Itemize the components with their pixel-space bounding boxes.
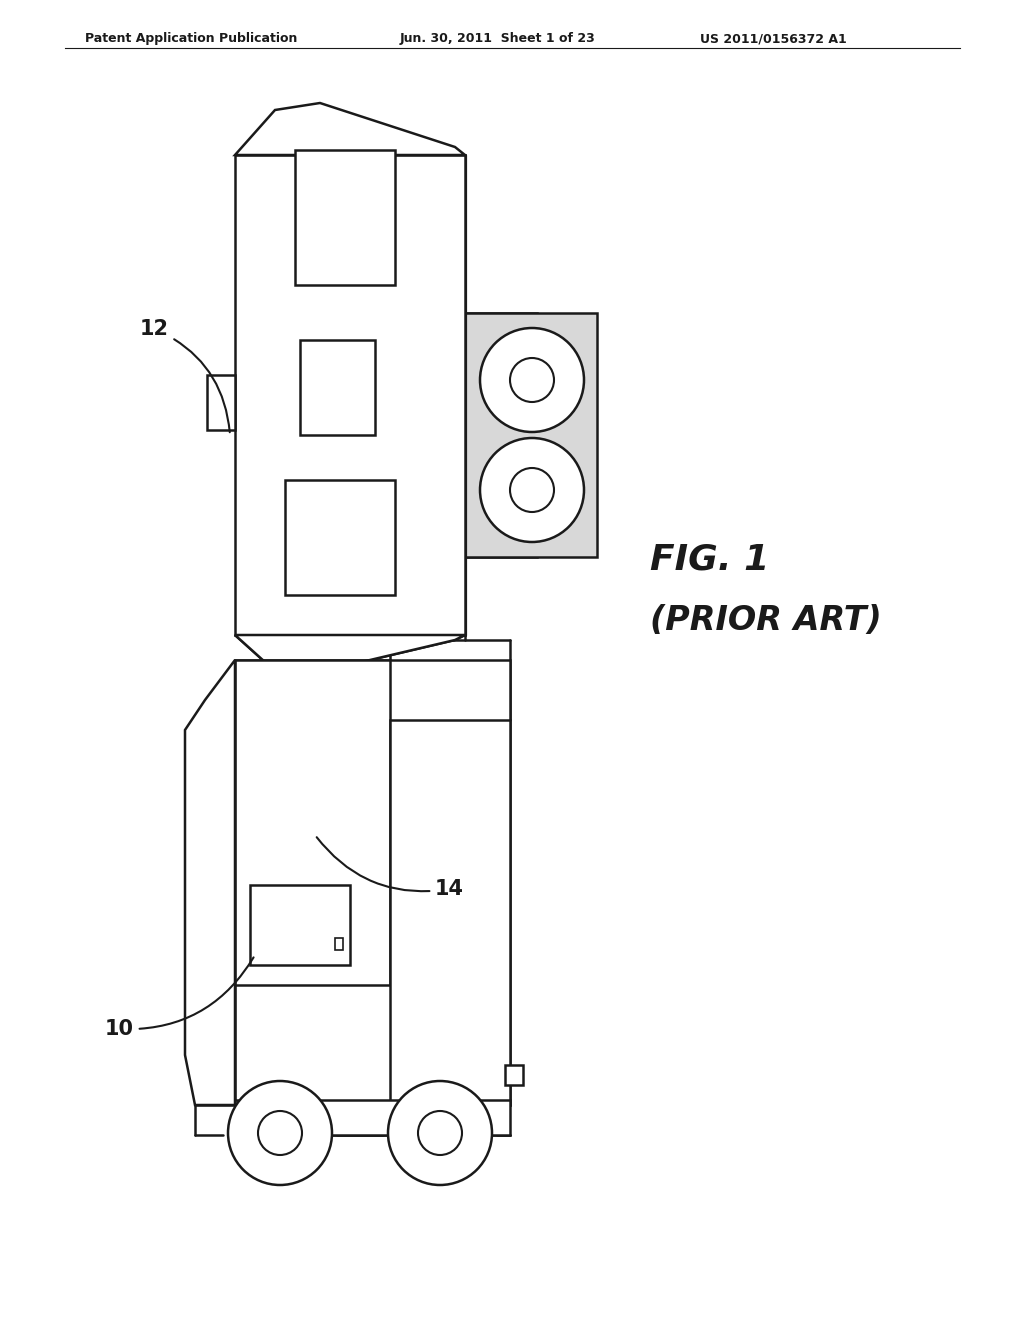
Circle shape (510, 469, 554, 512)
Circle shape (258, 1111, 302, 1155)
Text: US 2011/0156372 A1: US 2011/0156372 A1 (700, 32, 847, 45)
Circle shape (388, 1081, 492, 1185)
Bar (250, 884, 350, 965)
Bar (305, 710, 325, 830)
Polygon shape (234, 103, 465, 154)
Bar (295, 150, 395, 285)
Polygon shape (234, 635, 465, 680)
Polygon shape (465, 313, 537, 557)
Circle shape (480, 327, 584, 432)
Bar (234, 154, 465, 635)
Bar (234, 660, 510, 1105)
Bar (300, 341, 375, 436)
Bar (505, 1065, 523, 1085)
Circle shape (418, 1111, 462, 1155)
Text: Jun. 30, 2011  Sheet 1 of 23: Jun. 30, 2011 Sheet 1 of 23 (400, 32, 596, 45)
Bar (285, 685, 313, 710)
Bar (234, 660, 390, 985)
Bar (335, 939, 343, 950)
Circle shape (480, 438, 584, 543)
Bar (463, 313, 597, 557)
Circle shape (510, 358, 554, 403)
Bar (297, 830, 333, 850)
Polygon shape (185, 660, 234, 1105)
Text: Patent Application Publication: Patent Application Publication (85, 32, 297, 45)
Text: 12: 12 (140, 319, 229, 432)
Bar (207, 375, 234, 430)
Text: FIG. 1: FIG. 1 (650, 543, 769, 577)
Text: (PRIOR ART): (PRIOR ART) (650, 603, 882, 636)
Bar (390, 719, 510, 1105)
Circle shape (228, 1081, 332, 1185)
Polygon shape (234, 635, 465, 680)
Text: 10: 10 (105, 957, 254, 1039)
Bar (234, 1100, 510, 1135)
Bar (285, 480, 395, 595)
Text: 14: 14 (316, 837, 464, 899)
